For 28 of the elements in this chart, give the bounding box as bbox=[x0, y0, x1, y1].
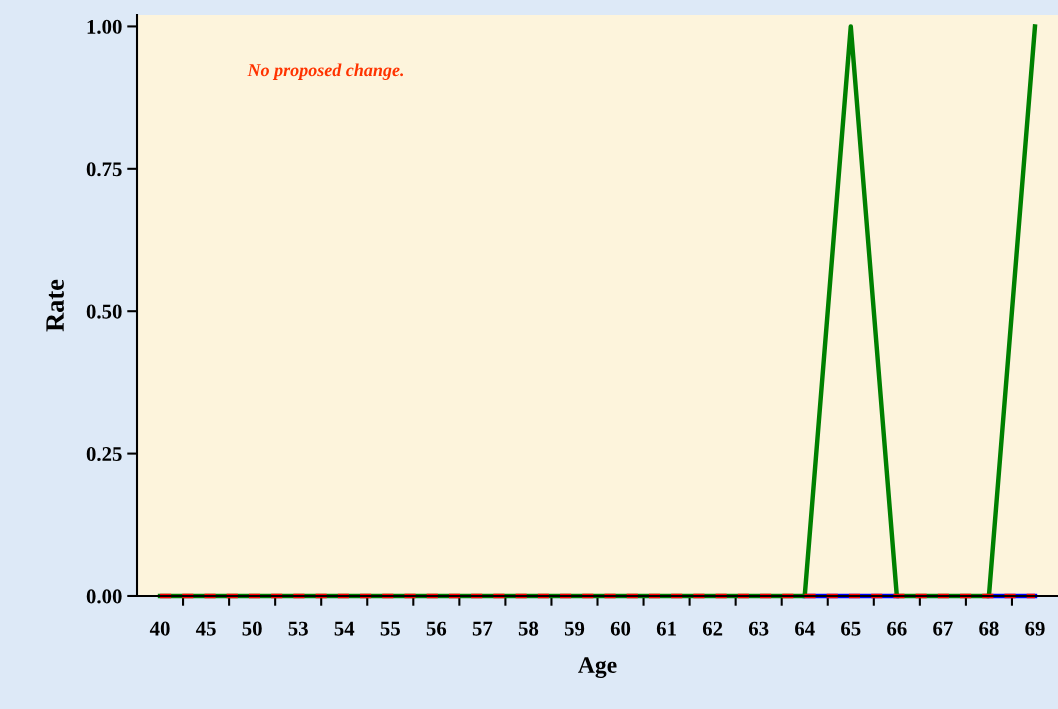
x-tick-label: 53 bbox=[288, 621, 308, 636]
y-tick-label: 0.25 bbox=[86, 446, 122, 462]
x-tick-label: 66 bbox=[887, 621, 907, 636]
x-tick-label: 55 bbox=[380, 621, 400, 636]
annotation: No proposed change. bbox=[247, 63, 404, 80]
y-axis-title: Rate bbox=[46, 279, 64, 332]
x-tick-label: 58 bbox=[518, 621, 539, 636]
x-tick-label: 68 bbox=[979, 621, 999, 636]
x-axis-title: Age bbox=[578, 657, 617, 678]
x-tick-label: 63 bbox=[748, 621, 769, 636]
x-tick-label: 40 bbox=[149, 621, 170, 636]
x-tick-label: 62 bbox=[702, 621, 723, 636]
y-tick-label: 0.00 bbox=[86, 589, 122, 604]
x-tick-label: 60 bbox=[610, 621, 631, 636]
y-tick-label: 0.75 bbox=[86, 162, 122, 177]
x-tick-label: 45 bbox=[195, 621, 216, 636]
x-tick-label: 57 bbox=[472, 621, 493, 636]
x-tick-label: 67 bbox=[933, 621, 953, 636]
x-tick-label: 56 bbox=[426, 621, 447, 636]
x-tick-label: 59 bbox=[564, 621, 585, 636]
y-tick-label: 1.00 bbox=[87, 19, 122, 34]
x-tick-label: 64 bbox=[795, 621, 815, 636]
x-tick-label: 69 bbox=[1025, 621, 1045, 636]
x-tick-label: 50 bbox=[242, 621, 262, 636]
x-tick-label: 61 bbox=[656, 621, 676, 636]
x-tick-label: 54 bbox=[334, 621, 355, 636]
x-tick-label: 65 bbox=[841, 621, 861, 636]
y-tick-label: 0.50 bbox=[86, 304, 122, 319]
